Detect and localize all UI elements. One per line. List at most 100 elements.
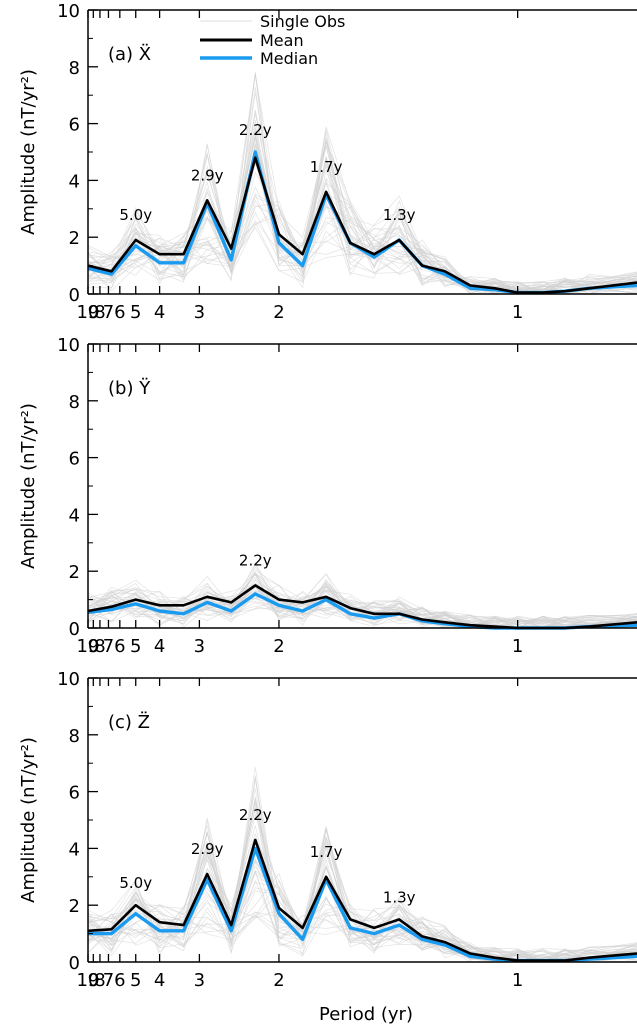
single-obs-line bbox=[87, 140, 637, 295]
single-obs-line bbox=[87, 148, 637, 294]
single-obs-line bbox=[87, 145, 637, 295]
single-obs-line bbox=[87, 573, 637, 629]
x-tick-label: 5 bbox=[130, 970, 141, 991]
y-tick-label: 8 bbox=[69, 392, 80, 413]
single-obs-line bbox=[87, 137, 637, 295]
single-obs-line bbox=[87, 584, 637, 628]
peak-annotation: 2.9y bbox=[191, 840, 224, 858]
x-tick-label: 5 bbox=[130, 636, 141, 657]
y-tick-label: 0 bbox=[69, 619, 80, 640]
y-tick-label: 10 bbox=[57, 1, 80, 22]
mean-line bbox=[87, 838, 637, 962]
peak-annotation: 1.3y bbox=[383, 206, 416, 224]
y-tick-label: 10 bbox=[57, 335, 80, 356]
x-tick-label: 4 bbox=[154, 970, 165, 991]
legend-label: Mean bbox=[260, 31, 304, 50]
y-tick-label: 0 bbox=[69, 953, 80, 974]
x-tick-label: 8 bbox=[94, 302, 105, 323]
y-tick-label: 2 bbox=[69, 896, 80, 917]
y-tick-label: 0 bbox=[69, 285, 80, 306]
mean-line bbox=[87, 156, 637, 294]
single-obs-line bbox=[87, 120, 637, 291]
single-obs-group bbox=[87, 71, 637, 295]
y-axis-title: Amplitude (nT/yr²) bbox=[18, 737, 39, 903]
x-tick-label: 2 bbox=[273, 302, 284, 323]
x-tick-label: 10 bbox=[77, 970, 100, 991]
y-tick-label: 4 bbox=[69, 505, 80, 526]
single-obs-line bbox=[87, 585, 637, 629]
x-tick-label: 1 bbox=[512, 302, 523, 323]
single-obs-line bbox=[87, 128, 637, 295]
x-tick-label: 3 bbox=[194, 302, 205, 323]
single-obs-line bbox=[87, 141, 637, 290]
y-tick-label: 10 bbox=[57, 669, 80, 690]
single-obs-line bbox=[87, 182, 637, 294]
y-tick-label: 8 bbox=[69, 726, 80, 747]
x-tick-label: 6 bbox=[114, 970, 125, 991]
x-tick-label: 1 bbox=[512, 636, 523, 657]
single-obs-line bbox=[87, 153, 637, 290]
y-axis-title: Amplitude (nT/yr²) bbox=[18, 69, 39, 235]
x-tick-label: 3 bbox=[194, 636, 205, 657]
y-tick-label: 2 bbox=[69, 562, 80, 583]
single-obs-line bbox=[87, 139, 637, 292]
single-obs-line bbox=[87, 825, 637, 963]
x-tick-label: 5 bbox=[130, 302, 141, 323]
y-tick-label: 6 bbox=[69, 115, 80, 136]
peak-annotation: 1.3y bbox=[383, 888, 416, 906]
x-tick-label: 8 bbox=[94, 636, 105, 657]
single-obs-group bbox=[87, 767, 637, 963]
single-obs-line bbox=[87, 128, 637, 295]
single-obs-line bbox=[87, 777, 637, 963]
panel-label: (a) Ẍ bbox=[108, 44, 151, 65]
y-tick-label: 2 bbox=[69, 228, 80, 249]
peak-annotation: 5.0y bbox=[119, 206, 152, 224]
peak-annotation: 2.2y bbox=[239, 121, 272, 139]
single-obs-line bbox=[87, 153, 637, 295]
single-obs-line bbox=[87, 573, 637, 629]
peak-annotation: 2.9y bbox=[191, 166, 224, 184]
single-obs-line bbox=[87, 151, 637, 294]
x-tick-label: 2 bbox=[273, 970, 284, 991]
x-tick-label: 2 bbox=[273, 636, 284, 657]
single-obs-line bbox=[87, 837, 637, 962]
y-tick-label: 8 bbox=[69, 58, 80, 79]
single-obs-line bbox=[87, 137, 637, 295]
x-tick-label: 6 bbox=[114, 636, 125, 657]
single-obs-line bbox=[87, 845, 637, 963]
single-obs-line bbox=[87, 144, 637, 295]
y-axis-title: Amplitude (nT/yr²) bbox=[18, 403, 39, 569]
single-obs-line bbox=[87, 140, 637, 295]
x-tick-label: 7 bbox=[103, 970, 114, 991]
peak-annotation: 1.7y bbox=[310, 158, 343, 176]
x-tick-label: 7 bbox=[103, 302, 114, 323]
single-obs-line bbox=[87, 851, 637, 963]
y-tick-label: 4 bbox=[69, 839, 80, 860]
single-obs-line bbox=[87, 142, 637, 295]
x-tick-label: 9 bbox=[88, 302, 99, 323]
single-obs-group bbox=[87, 562, 637, 629]
x-tick-label: 1 bbox=[512, 970, 523, 991]
x-tick-label: 10 bbox=[77, 636, 100, 657]
y-tick-label: 6 bbox=[69, 449, 80, 470]
single-obs-line bbox=[87, 858, 637, 963]
panel-label: (c) Z̈ bbox=[108, 712, 150, 733]
x-tick-label: 6 bbox=[114, 302, 125, 323]
single-obs-line bbox=[87, 832, 637, 963]
panel-label: (b) Ÿ bbox=[108, 378, 151, 399]
single-obs-line bbox=[87, 143, 637, 295]
x-tick-label: 9 bbox=[88, 636, 99, 657]
median-line bbox=[87, 150, 637, 295]
single-obs-line bbox=[87, 137, 637, 295]
x-tick-label: 4 bbox=[154, 302, 165, 323]
single-obs-line bbox=[87, 593, 637, 626]
single-obs-line bbox=[87, 144, 637, 294]
legend-label: Single Obs bbox=[260, 12, 345, 31]
peak-annotation: 5.0y bbox=[119, 874, 152, 892]
single-obs-line bbox=[87, 583, 637, 629]
single-obs-line bbox=[87, 132, 637, 294]
x-tick-label: 4 bbox=[154, 636, 165, 657]
